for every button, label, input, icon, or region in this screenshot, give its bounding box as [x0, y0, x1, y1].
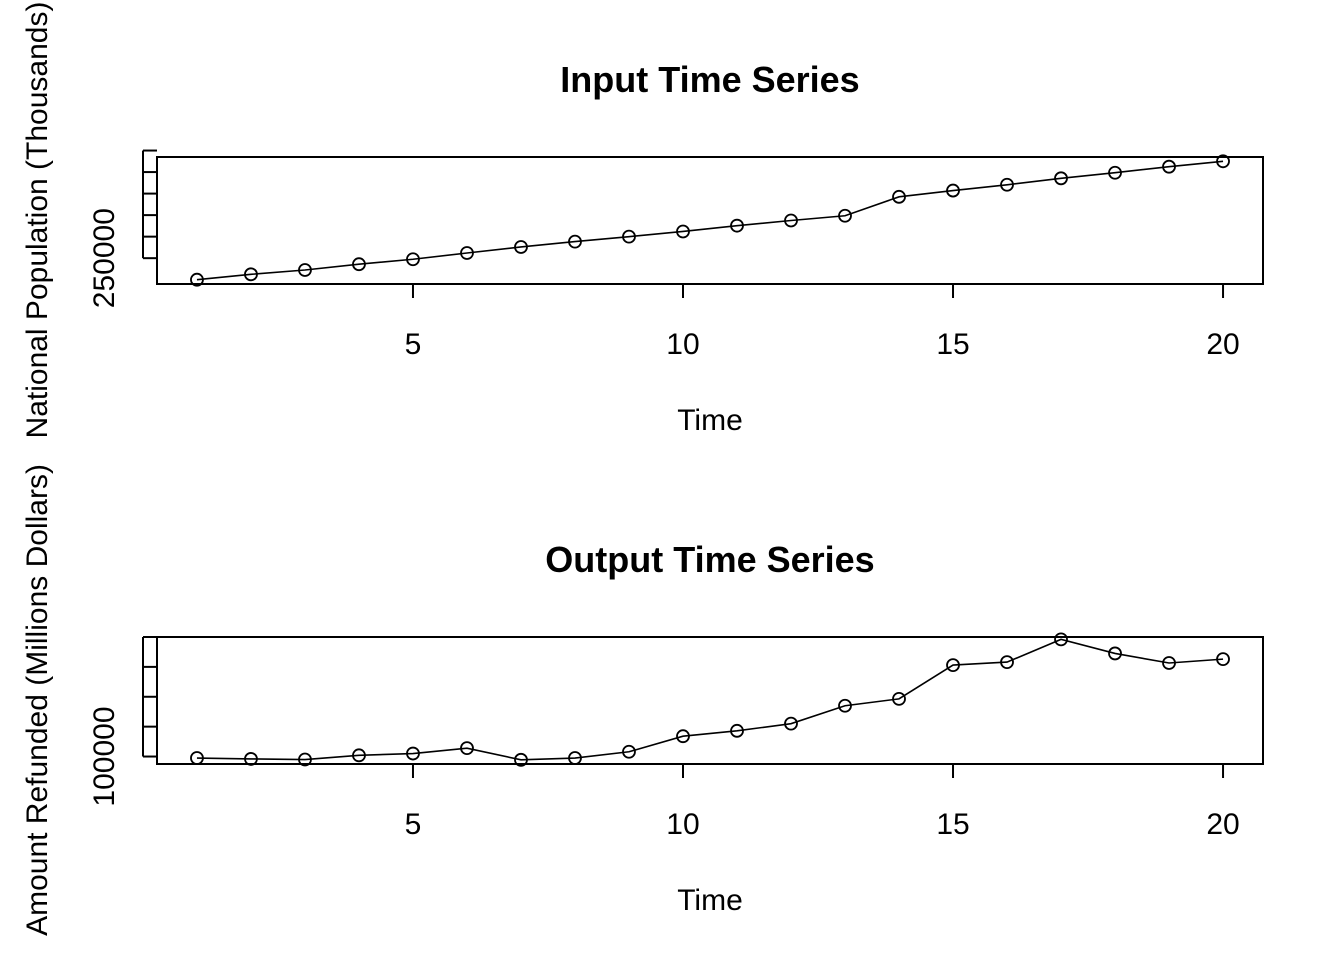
- input-data-point: [1054, 171, 1068, 186]
- input-data-point: [406, 252, 420, 267]
- output-data-point: [460, 741, 474, 756]
- output-data-point: [1054, 632, 1068, 647]
- output-x-axis-label: Time: [677, 884, 743, 917]
- output-data-point: [190, 751, 204, 765]
- input-x-tick-label: 20: [1206, 328, 1239, 361]
- output-series-line: [196, 638, 1224, 761]
- output-data-point: [406, 746, 420, 761]
- input-data-point: [352, 257, 366, 272]
- input-data-point: [1000, 177, 1014, 192]
- input-y-tick-label: 250000: [88, 208, 121, 308]
- output-x-tick-label: 10: [666, 808, 699, 841]
- input-data-point: [298, 263, 312, 277]
- input-data-point: [244, 267, 258, 282]
- input-data-point: [1108, 165, 1122, 180]
- input-data-point: [784, 213, 798, 228]
- input-chart-title: Input Time Series: [560, 59, 859, 100]
- input-data-point: [892, 189, 906, 204]
- output-y-axis: 100000: [88, 636, 157, 807]
- output-plot-frame: [156, 636, 1264, 765]
- output-data-point: [244, 752, 258, 766]
- input-series: [190, 154, 1230, 287]
- output-x-tick-label: 20: [1206, 808, 1239, 841]
- output-time-series-panel: Output Time Series 5 10 15 20 100000 Time A…: [21, 464, 1264, 936]
- output-data-point: [946, 658, 960, 672]
- input-data-point: [730, 218, 744, 233]
- output-data-point: [352, 748, 366, 763]
- output-x-axis: 5 10 15 20: [405, 764, 1240, 841]
- output-y-axis-label: Amount Refunded (Millions Dollars): [21, 464, 54, 936]
- input-x-axis: 5 10 15 20: [405, 284, 1240, 361]
- output-series: [190, 632, 1230, 767]
- output-data-point: [568, 751, 582, 765]
- input-data-point: [460, 246, 474, 260]
- output-data-point: [1216, 652, 1230, 667]
- output-data-point: [1000, 655, 1014, 670]
- input-data-point: [190, 272, 204, 287]
- output-data-point: [298, 752, 312, 767]
- input-data-point: [946, 183, 960, 198]
- output-data-point: [784, 716, 798, 731]
- output-data-point: [838, 698, 852, 713]
- input-data-point: [838, 208, 852, 223]
- output-data-point: [622, 744, 636, 759]
- input-plot-frame: [156, 156, 1264, 285]
- output-data-point: [730, 723, 744, 738]
- input-data-point: [676, 224, 690, 239]
- output-data-point: [1108, 646, 1122, 661]
- input-series-line: [196, 160, 1224, 281]
- output-x-tick-label: 5: [405, 808, 422, 841]
- input-x-tick-label: 5: [405, 328, 422, 361]
- input-data-point: [514, 240, 528, 254]
- input-data-point: [1162, 159, 1176, 174]
- input-data-point: [568, 234, 582, 249]
- output-data-point: [514, 752, 528, 767]
- output-x-tick-label: 15: [936, 808, 969, 841]
- input-x-axis-label: Time: [677, 404, 743, 437]
- input-data-point: [622, 229, 636, 244]
- input-time-series-panel: Input Time Series 5 10 15 20 250000 Time Na…: [21, 2, 1264, 439]
- input-x-tick-label: 10: [666, 328, 699, 361]
- output-chart-title: Output Time Series: [545, 539, 874, 580]
- output-data-point: [892, 691, 906, 706]
- input-y-axis: 250000: [88, 149, 157, 308]
- output-data-point: [676, 729, 690, 744]
- input-data-point: [1216, 154, 1230, 169]
- output-y-tick-label: 100000: [88, 706, 121, 806]
- input-y-axis-label: National Population (Thousands): [21, 2, 54, 439]
- output-data-point: [1162, 656, 1176, 670]
- input-x-tick-label: 15: [936, 328, 969, 361]
